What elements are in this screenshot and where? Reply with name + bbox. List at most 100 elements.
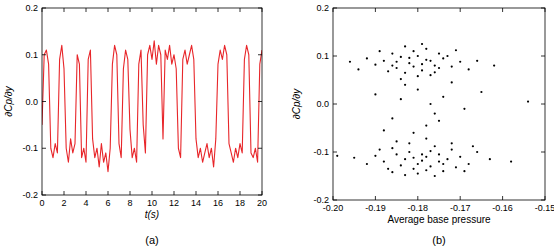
y-tick <box>42 101 46 102</box>
x-tick-label: -0.15 <box>535 203 554 213</box>
scatter-point <box>396 153 398 155</box>
scatter-point <box>527 101 529 103</box>
scatter-point <box>476 60 478 62</box>
scatter-point <box>442 96 444 98</box>
scatter-point <box>366 57 368 59</box>
scatter-point <box>412 65 414 67</box>
scatter-point <box>374 93 376 95</box>
x-tick-top <box>130 8 131 12</box>
scatter-point <box>417 163 419 165</box>
x-tick-label: 8 <box>127 198 132 208</box>
y-tick <box>42 54 46 55</box>
x-tick-top <box>240 8 241 12</box>
x-tick-label: -0.16 <box>492 203 513 213</box>
scatter-point <box>463 108 465 110</box>
scatter-point <box>425 59 427 61</box>
scatter-point <box>383 129 385 131</box>
scatter-point <box>412 168 414 170</box>
scatter-point <box>349 61 351 63</box>
scatter-point <box>412 50 414 52</box>
scatter-point <box>425 169 427 171</box>
x-tick <box>460 196 461 200</box>
x-tick <box>218 191 219 195</box>
scatter-point <box>429 74 431 76</box>
y-tick-label: 0.1 <box>25 50 38 60</box>
scatter-point <box>421 69 423 71</box>
x-tick <box>64 191 65 195</box>
scatter-point <box>438 153 440 155</box>
x-tick-top <box>502 8 503 12</box>
scatter-point <box>353 157 355 159</box>
x-tick-label: 12 <box>169 198 179 208</box>
scatter-point <box>391 65 393 67</box>
scatter-point <box>434 65 436 67</box>
y-tick <box>333 8 337 9</box>
scatter-point <box>417 173 419 175</box>
scatter-point <box>408 57 410 59</box>
scatter-point <box>425 125 427 127</box>
scatter-point <box>425 156 427 158</box>
scatter-point <box>455 49 457 51</box>
x-tick-top <box>152 8 153 12</box>
scatter-point <box>396 61 398 63</box>
y-tick-right <box>258 195 262 196</box>
scatter-point <box>366 163 368 165</box>
scatter-point <box>408 62 410 64</box>
scatter-point <box>404 45 406 47</box>
x-tick-label: 6 <box>105 198 110 208</box>
scatter-point <box>438 53 440 55</box>
scatter-point <box>459 61 461 63</box>
y-tick-label: -0.2 <box>313 195 329 205</box>
y-tick-label: 0.2 <box>25 3 38 13</box>
series-line <box>42 41 262 172</box>
scatter-point <box>476 151 478 153</box>
scatter-point <box>434 145 436 147</box>
scatter-point <box>408 142 410 144</box>
scatter-point <box>434 175 436 177</box>
scatter-point <box>383 161 385 163</box>
y-tick-right <box>258 101 262 102</box>
scatter-point <box>417 89 419 91</box>
x-tick <box>545 196 546 200</box>
x-tick-top <box>86 8 87 12</box>
x-tick-top <box>174 8 175 12</box>
scatter-point <box>412 157 414 159</box>
x-tick-top <box>545 8 546 12</box>
y-tick-label: 0.1 <box>316 51 329 61</box>
x-tick <box>417 196 418 200</box>
scatter-point <box>391 147 393 149</box>
x-tick <box>333 196 334 200</box>
x-tick-top <box>375 8 376 12</box>
panel-title: (b) <box>432 234 445 246</box>
scatter-point <box>446 55 448 57</box>
scatter-point <box>421 63 423 65</box>
scatter-point <box>459 156 461 158</box>
scatter-point <box>438 120 440 122</box>
panel-title: (a) <box>145 234 158 246</box>
y-tick <box>42 148 46 149</box>
scatter-point <box>400 98 402 100</box>
scatter-point <box>493 65 495 67</box>
scatter-point <box>489 158 491 160</box>
scatter-point <box>357 68 359 70</box>
scatter-point <box>429 60 431 62</box>
x-tick <box>42 191 43 195</box>
scatter-point <box>391 171 393 173</box>
panel-1: -0.20-0.19-0.18-0.17-0.16-0.15-0.2-0.10.… <box>291 3 554 246</box>
scatter-point <box>374 155 376 157</box>
x-tick-label: 20 <box>257 198 267 208</box>
x-tick-top <box>218 8 219 12</box>
y-tick-right <box>258 148 262 149</box>
scatter-point <box>383 60 385 62</box>
scatter-point <box>451 65 453 67</box>
y-tick-label: -0.1 <box>313 147 329 157</box>
scatter-point <box>391 53 393 55</box>
y-tick <box>333 200 337 201</box>
x-tick-label: -0.18 <box>408 203 429 213</box>
scatter-point <box>336 155 338 157</box>
scatter-point <box>379 149 381 151</box>
scatter-point <box>400 78 402 80</box>
x-tick <box>130 191 131 195</box>
scatter-point <box>442 170 444 172</box>
x-tick-top <box>262 8 263 12</box>
